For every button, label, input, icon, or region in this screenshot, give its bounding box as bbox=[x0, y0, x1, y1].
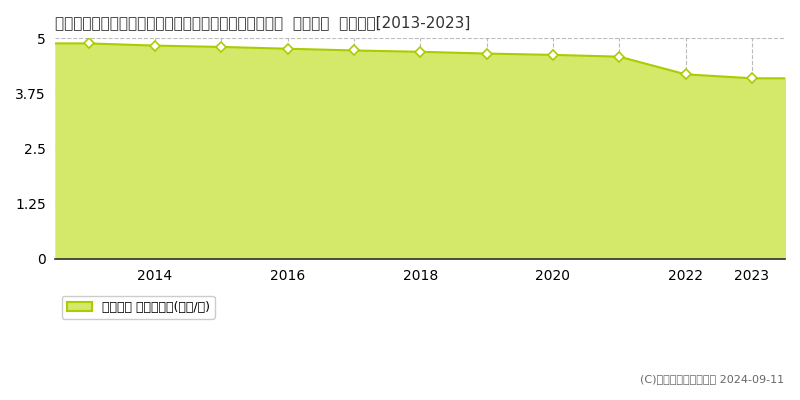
Legend: 地価公示 平均坪単価(万円/坪): 地価公示 平均坪単価(万円/坪) bbox=[62, 296, 214, 319]
Text: 栃木県下都賀郡壬生町大字壬生甲字車塚３４５３番１外  地価公示  地価推移[2013-2023]: 栃木県下都賀郡壬生町大字壬生甲字車塚３４５３番１外 地価公示 地価推移[2013… bbox=[55, 15, 471, 30]
Text: (C)土地価格ドットコム 2024-09-11: (C)土地価格ドットコム 2024-09-11 bbox=[640, 374, 784, 384]
